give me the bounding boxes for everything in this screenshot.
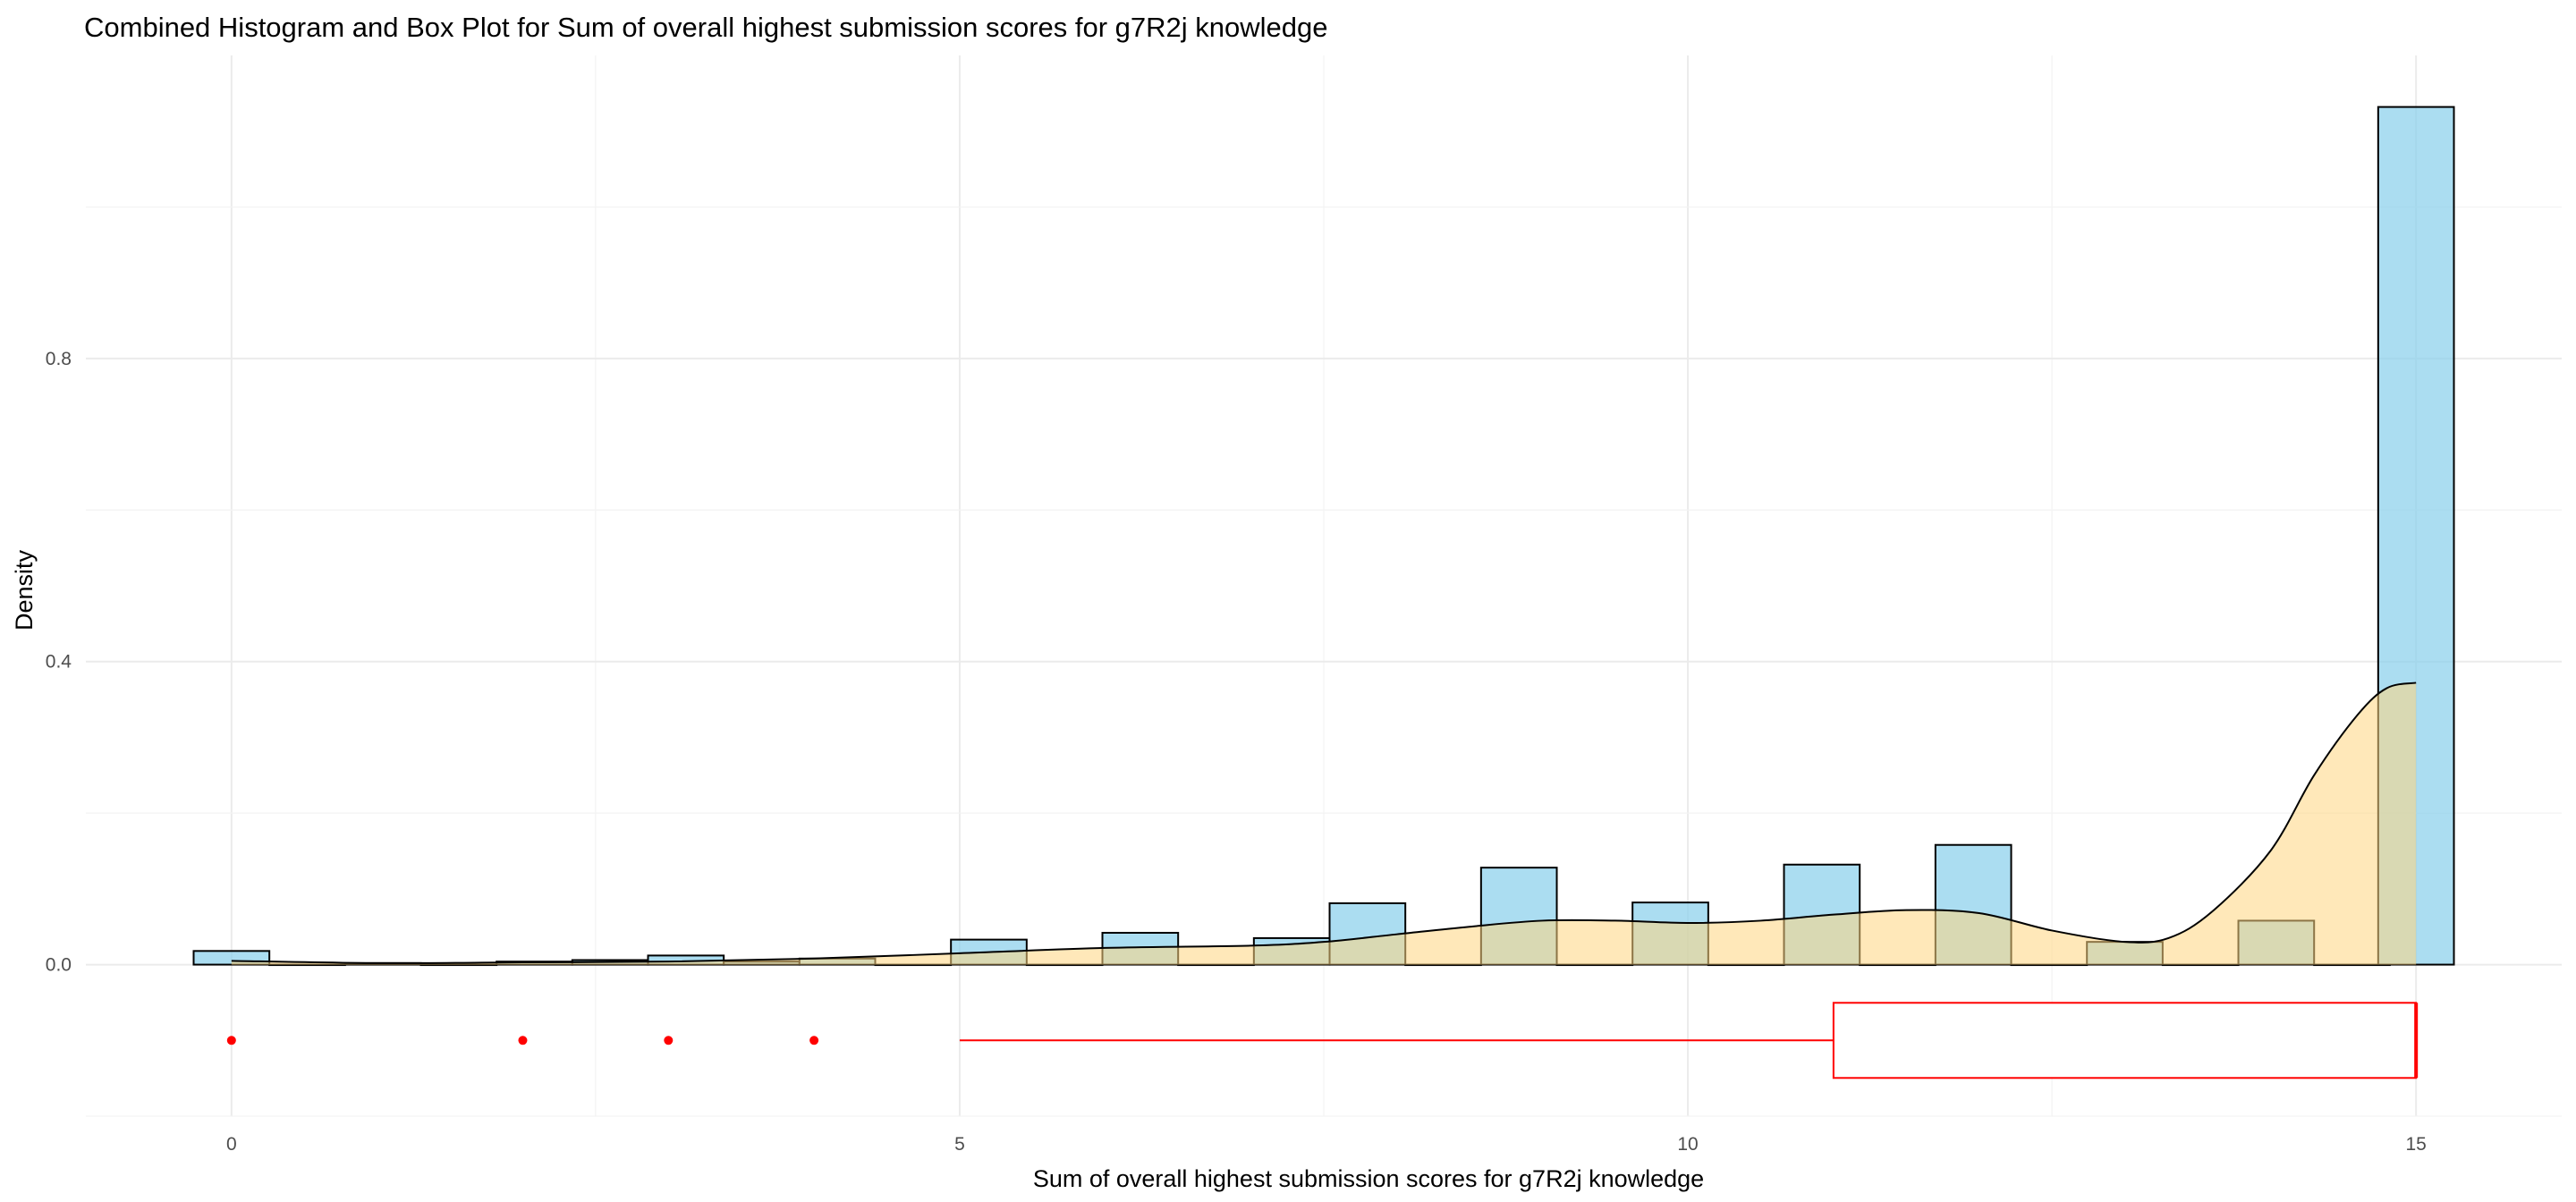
histogram-bar xyxy=(419,963,498,967)
tick-labels: 0 5 10 15 0.0 0.4 0.8 xyxy=(46,349,2427,1155)
histogram-bar xyxy=(1404,963,1482,967)
chart-title: Combined Histogram and Box Plot for Sum … xyxy=(84,12,1328,43)
boxplot-outlier-point xyxy=(226,1036,236,1045)
boxplot-box xyxy=(1832,1002,2418,1079)
x-axis-title: Sum of overall highest submission scores… xyxy=(1033,1165,1704,1192)
x-tick-label: 15 xyxy=(2405,1134,2426,1155)
y-tick-label: 0.0 xyxy=(46,955,72,976)
y-tick-label: 0.4 xyxy=(46,652,72,673)
histogram-bar xyxy=(1177,963,1255,967)
x-tick-label: 10 xyxy=(1677,1134,1698,1155)
density-line xyxy=(231,681,2417,964)
boxplot-outlier-point xyxy=(664,1036,674,1045)
boxplot-outlier-point xyxy=(518,1036,528,1045)
histogram-bar xyxy=(2161,963,2240,967)
histogram-bar xyxy=(1707,963,1785,967)
histogram-bar xyxy=(1859,963,1936,967)
histogram-bar xyxy=(2010,963,2089,967)
histogram-bar xyxy=(874,963,953,967)
y-axis-title: Density xyxy=(11,549,38,631)
density-area xyxy=(231,682,2417,965)
boxplot-layer xyxy=(226,1002,2419,1079)
boxplot-outlier-point xyxy=(809,1036,819,1045)
y-tick-label: 0.8 xyxy=(46,349,72,369)
histogram-bar xyxy=(1555,963,1634,967)
x-tick-label: 5 xyxy=(954,1134,965,1155)
histogram-bar xyxy=(1025,963,1104,967)
x-tick-label: 0 xyxy=(226,1134,237,1155)
density-curve-layer xyxy=(231,681,2417,965)
histogram-bar xyxy=(268,963,346,967)
